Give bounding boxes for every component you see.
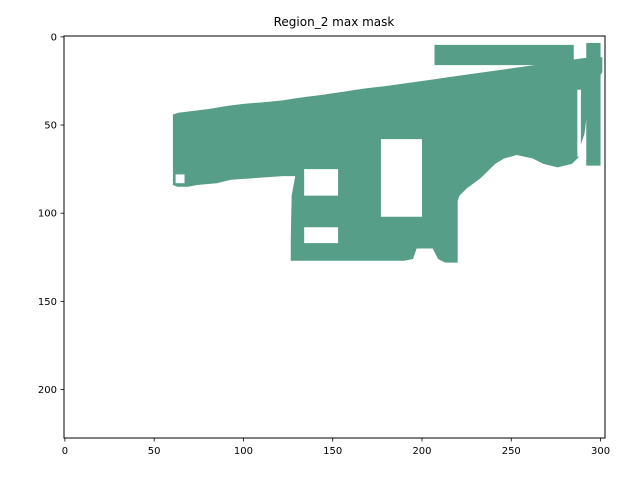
mask-hole-notch [175, 174, 185, 184]
mask-region-strip [586, 43, 601, 166]
y-tick-label: 150 [38, 297, 57, 308]
x-tick-label: 200 [412, 446, 431, 457]
y-tick-label: 100 [38, 209, 57, 220]
mask-layer [172, 43, 603, 263]
x-tick-label: 300 [591, 446, 610, 457]
mask-hole-slit [577, 89, 581, 157]
y-tick-label: 50 [44, 121, 57, 132]
plot-area [63, 35, 606, 439]
x-axis: 0 50 100 150 200 250 300 [62, 438, 610, 457]
x-tick-label: 100 [234, 446, 253, 457]
axes-frame [63, 35, 606, 439]
y-tick-label: 200 [38, 385, 57, 396]
y-axis: 0 50 100 150 200 [38, 32, 64, 396]
mask-region-top-band [434, 44, 574, 66]
mask-hole-window [380, 139, 422, 217]
mask-hole-window [304, 227, 339, 244]
y-tick-label: 0 [51, 32, 57, 43]
x-tick-label: 0 [62, 446, 68, 457]
mask-hole-window [304, 169, 339, 196]
x-tick-label: 250 [502, 446, 521, 457]
x-tick-label: 150 [323, 446, 342, 457]
chart-title: Region_2 max mask [274, 15, 395, 29]
x-tick-label: 50 [148, 446, 161, 457]
